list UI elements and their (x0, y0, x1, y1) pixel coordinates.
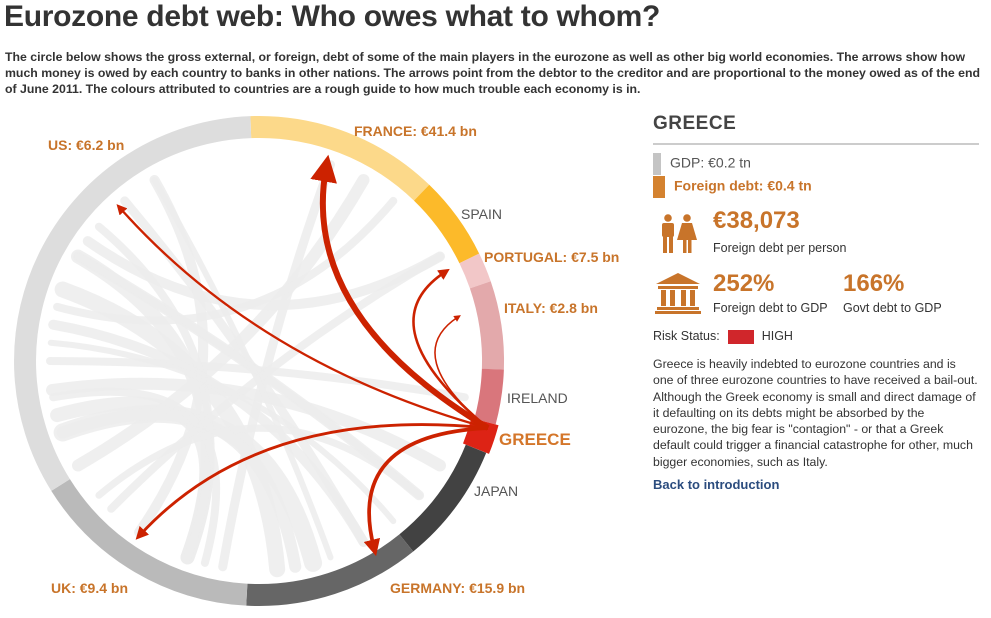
label-japan[interactable]: JAPAN (474, 483, 519, 499)
ring-arc-spain (413, 184, 480, 264)
per-person-value: €38,073 (713, 207, 800, 234)
label-greece[interactable]: GREECE (499, 430, 571, 449)
label-us[interactable]: US: €6.2 bn (48, 137, 125, 153)
people-icon (662, 214, 697, 253)
background-ribbon-19 (95, 424, 423, 499)
label-portugal[interactable]: PORTUGAL: €7.5 bn (484, 249, 620, 265)
flow-arrow-greece-to-france (310, 154, 490, 431)
background-ribbon-13 (107, 252, 444, 513)
risk-value: HIGH (761, 329, 793, 343)
background-ribbon-20 (49, 387, 221, 567)
panel-country-name: GREECE (653, 105, 979, 145)
bank-icon (655, 273, 701, 314)
flow-arrow-greece-to-uk (135, 423, 489, 540)
background-ribbon-11 (218, 160, 335, 572)
risk-label: Risk Status: (653, 329, 720, 343)
label-italy[interactable]: ITALY: €2.8 bn (504, 300, 598, 316)
debt-gdp-value: 252% (713, 270, 775, 297)
gdp-bar (653, 153, 661, 175)
ring-arc-france (250, 115, 430, 201)
ring-arc-germany (246, 534, 414, 607)
ring-arc-japan (399, 444, 487, 552)
flow-arrow-greece-to-us (116, 204, 489, 430)
background-ribbon-14 (48, 319, 369, 547)
foreign-debt-row: Foreign debt: €0.4 tn (653, 176, 812, 198)
label-france[interactable]: FRANCE: €41.4 bn (354, 123, 477, 139)
background-ribbon-4 (54, 281, 286, 578)
govt-gdp-value: 166% (843, 270, 905, 297)
background-ribbon-2 (46, 377, 446, 472)
flow-arrow-greece-to-germany (363, 426, 489, 557)
label-ireland[interactable]: IRELAND (507, 390, 568, 406)
risk-swatch (727, 329, 754, 344)
background-ribbon-21 (151, 177, 334, 561)
gdp-row: GDP: €0.2 tn (653, 153, 751, 175)
ring-arc-uk (51, 479, 248, 606)
flow-arrow-greece-to-italy (434, 315, 489, 429)
ring-arc-portugal (459, 253, 491, 289)
risk-status: Risk Status: HIGH (653, 329, 793, 344)
foreign-debt-bar (653, 176, 665, 198)
label-uk[interactable]: UK: €9.4 bn (51, 580, 129, 596)
chord-diagram (14, 115, 505, 607)
ring-arc-ireland (474, 368, 504, 425)
country-panel: GREECE GDP: €0.2 tn Foreign debt: €0.4 t… (653, 105, 979, 492)
ring-arc-us (14, 116, 252, 491)
debt-gdp-caption: Foreign debt to GDP (713, 301, 828, 315)
govt-gdp-caption: Govt debt to GDP (843, 301, 942, 315)
background-ribbon-18 (47, 339, 397, 525)
label-germany[interactable]: GERMANY: €15.9 bn (390, 580, 526, 596)
ring-arc-greece (462, 417, 499, 454)
ring-arc-italy (469, 281, 505, 370)
intro-text: The circle below shows the gross externa… (5, 50, 980, 96)
page-title: Eurozone debt web: Who owes what to whom… (4, 0, 661, 33)
gdp-label: GDP: €0.2 tn (670, 154, 751, 171)
foreign-debt-label: Foreign debt: €0.4 tn (674, 177, 812, 194)
label-spain[interactable]: SPAIN (461, 206, 502, 222)
country-description: Greece is heavily indebted to eurozone c… (653, 357, 978, 469)
background-ribbon-17 (53, 196, 398, 325)
back-to-introduction-link[interactable]: Back to introduction (653, 477, 780, 492)
per-person-caption: Foreign debt per person (713, 241, 847, 255)
